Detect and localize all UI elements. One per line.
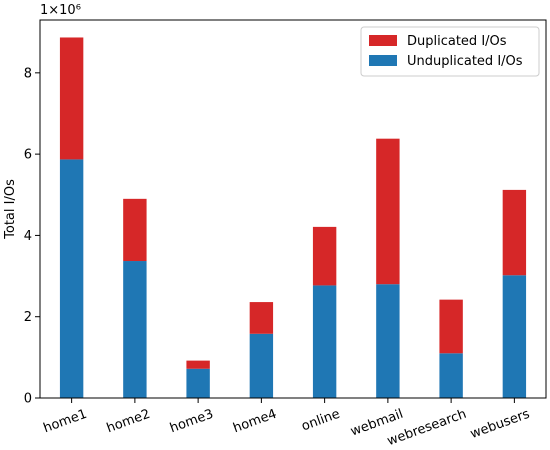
bar-home2-duplicated-i-os <box>123 198 147 262</box>
x-tick-label-online: online <box>300 407 342 435</box>
bar-home4-unduplicated-i-os <box>249 333 274 398</box>
bar-webmail-duplicated-i-os <box>376 138 400 285</box>
bar-online-unduplicated-i-os <box>312 285 337 398</box>
bar-home2-unduplicated-i-os <box>123 261 147 398</box>
bar-webresearch-unduplicated-i-os <box>439 353 463 398</box>
y-tick-label: 6 <box>24 148 32 163</box>
y-scale-label: 1×10⁶ <box>40 3 81 18</box>
bar-webmail-unduplicated-i-os <box>376 284 400 398</box>
x-tick-label-webusers: webusers <box>468 407 532 442</box>
bar-home1-duplicated-i-os <box>59 37 84 160</box>
y-tick-label: 0 <box>24 392 32 407</box>
bar-webusers-unduplicated-i-os <box>502 275 527 398</box>
bars-layer <box>59 37 527 398</box>
legend: Duplicated I/Os Unduplicated I/Os <box>360 26 540 77</box>
legend-entry: Unduplicated I/Os <box>407 54 523 69</box>
y-tick-label: 4 <box>24 229 32 244</box>
x-tick-label-home4: home4 <box>231 407 279 437</box>
x-tick-label-home2: home2 <box>105 407 153 437</box>
plot-frame <box>39 19 547 399</box>
y-tick-label: 8 <box>24 66 32 81</box>
legend-frame <box>360 26 540 77</box>
bar-home3-unduplicated-i-os <box>186 368 210 398</box>
bar-home3-duplicated-i-os <box>186 360 210 369</box>
bar-home1-unduplicated-i-os <box>59 159 84 398</box>
legend-swatch <box>369 55 397 66</box>
x-axis: home1 home2 home3 home4 online webmailwebrese… <box>41 398 532 449</box>
y-axis: 0 2 4 6 8 <box>24 66 40 407</box>
x-tick-label-home3: home3 <box>168 407 216 437</box>
bar-webusers-duplicated-i-os <box>502 189 527 276</box>
bar-webresearch-duplicated-i-os <box>439 299 463 354</box>
legend-entry: Duplicated I/Os <box>407 34 507 49</box>
y-axis-label: Total I/Os <box>3 179 18 240</box>
bar-online-duplicated-i-os <box>312 226 337 286</box>
y-tick-label: 2 <box>24 310 32 325</box>
bar-home4-duplicated-i-os <box>249 302 274 334</box>
x-tick-label-home1: home1 <box>41 407 89 437</box>
legend-swatch <box>369 35 397 46</box>
